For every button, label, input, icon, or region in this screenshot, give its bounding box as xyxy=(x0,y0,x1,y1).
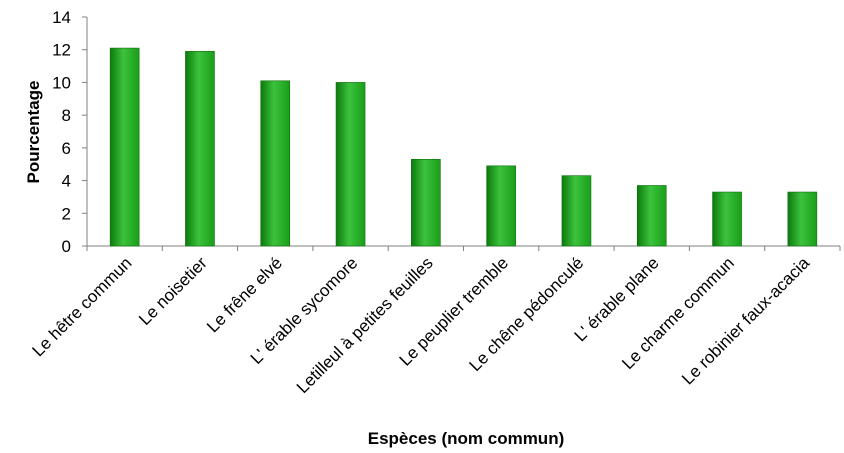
y-tick-label: 2 xyxy=(62,204,71,223)
bar xyxy=(411,159,441,247)
y-axis: 0 2 4 6 8 10 12 14 xyxy=(52,8,88,256)
bar xyxy=(712,191,742,247)
x-axis xyxy=(86,245,841,251)
bar xyxy=(787,191,818,247)
y-tick-label: 12 xyxy=(52,41,71,60)
y-tick-label: 8 xyxy=(62,106,71,125)
x-tick-label: Le noisetier xyxy=(135,253,211,329)
bar xyxy=(561,175,592,247)
y-tick-label: 4 xyxy=(62,172,71,191)
bar xyxy=(486,165,516,247)
y-tick-label: 14 xyxy=(52,8,71,27)
bar xyxy=(335,82,366,247)
y-tick-label: 0 xyxy=(62,237,71,256)
bars xyxy=(109,47,818,247)
x-tick-label: Le hêtre commun xyxy=(28,253,135,360)
bar xyxy=(636,185,667,247)
y-tick-label: 10 xyxy=(52,73,71,92)
y-axis-title: Pourcentage xyxy=(24,81,43,184)
y-tick-label: 6 xyxy=(62,139,71,158)
x-tick-label: Le frêne elvé xyxy=(203,253,286,336)
bar xyxy=(109,47,140,247)
x-tick-label: Le robinier faux-acacia xyxy=(678,253,813,388)
x-tick-label: Letilleul à petites feuilles xyxy=(293,253,437,397)
x-axis-title: Espèces (nom commun) xyxy=(368,429,565,448)
bar xyxy=(185,51,215,247)
bar xyxy=(260,80,291,247)
